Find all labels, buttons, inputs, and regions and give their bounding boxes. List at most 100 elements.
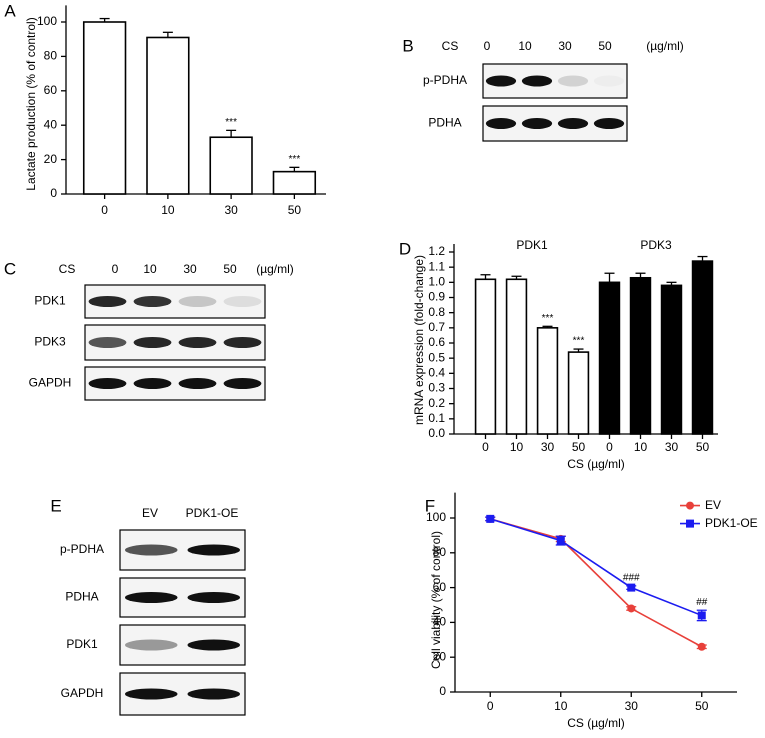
row-label: PDHA [428,116,461,130]
lane-label: PDK1-OE [186,506,239,520]
row-label: p-PDHA [60,542,104,556]
significance: *** [542,313,554,324]
band [88,378,127,389]
band [557,118,589,129]
band [133,337,172,348]
band [88,337,127,348]
x-tick-label: 50 [572,440,586,454]
marker [556,536,565,545]
significance: *** [289,154,301,165]
blot-header: CS [59,262,76,276]
y-tick-label: 100 [37,14,57,28]
band [187,544,240,556]
x-tick-label: 50 [696,440,710,454]
band [187,639,240,651]
y-tick-label: 1.2 [428,244,445,258]
band [187,592,240,603]
band [178,378,217,389]
y-tick-label: 1.0 [428,275,445,289]
x-tick-label: 30 [224,203,238,217]
x-tick-label: 0 [101,203,108,217]
panel-label: F [425,496,435,515]
x-axis-label: CS (µg/ml) [567,716,625,730]
y-tick-label: 0 [439,684,446,698]
bar [567,351,590,435]
blot-unit: (µg/ml) [256,262,294,276]
lane-label: 50 [223,262,237,276]
legend-label: EV [705,498,721,512]
band [178,337,217,348]
band [485,118,517,129]
blot-unit: (µg/ml) [646,39,684,53]
band [88,296,127,307]
band [133,378,172,389]
x-tick-label: 30 [665,440,679,454]
y-tick-label: 20 [433,649,447,663]
y-tick-label: 0.3 [428,381,445,395]
marker [697,642,706,651]
band [223,378,262,389]
x-tick-label: 10 [554,699,568,713]
line [490,518,703,617]
significance: ### [623,573,640,584]
lane-label: 0 [112,262,119,276]
band [223,337,262,348]
legend-label: PDK1-OE [705,516,758,530]
bar [82,21,127,195]
group-label: PDK3 [640,238,672,252]
bar [536,327,559,435]
bar [629,276,652,435]
x-tick-label: 10 [161,203,175,217]
significance: *** [225,117,237,128]
panel-label: D [399,239,411,258]
panel-label: C [4,259,16,278]
y-tick-label: 60 [433,580,447,594]
bar [146,36,190,195]
lane-label: 0 [484,39,491,53]
band [557,75,589,87]
x-axis-label: CS (µg/ml) [567,457,625,471]
x-tick-label: 0 [482,440,489,454]
group-label: PDK1 [516,238,548,252]
row-label: GAPDH [29,376,72,390]
band [125,688,178,700]
band [593,118,625,129]
bar [691,260,714,435]
row-label: p-PDHA [423,73,467,87]
marker [627,604,636,613]
marker [697,611,706,620]
panel-label: A [4,1,16,20]
x-tick-label: 30 [625,699,639,713]
significance: ## [696,597,708,608]
lane-label: EV [142,506,158,520]
bar [598,281,621,435]
row-label: PDHA [65,590,98,604]
y-tick-label: 0.7 [428,320,445,334]
lane-label: 30 [183,262,197,276]
lane-label: 30 [558,39,572,53]
marker [486,514,495,523]
y-tick-label: 1.1 [428,259,445,273]
legend-marker [686,501,694,510]
row-label: PDK1 [34,294,66,308]
bar [272,170,317,195]
row-label: PDK1 [66,637,98,651]
row-label: PDK3 [34,335,66,349]
x-tick-label: 10 [510,440,524,454]
y-tick-label: 0.5 [428,350,445,364]
y-tick-label: 60 [44,83,58,97]
y-tick-label: 80 [433,545,447,559]
band [125,592,178,603]
lane-label: 10 [518,39,532,53]
y-axis-label: mRNA expression (fold-change) [412,255,426,425]
band [594,76,624,87]
band [521,118,553,129]
y-tick-label: 0.8 [428,305,445,319]
y-tick-label: 0.1 [428,411,445,425]
y-axis-label: Cell viability (% of control) [429,531,443,669]
y-axis-label: Lactate production (% of control) [24,17,38,190]
band [125,544,178,556]
lane-label: 50 [598,39,612,53]
y-tick-label: 0.6 [428,335,445,349]
